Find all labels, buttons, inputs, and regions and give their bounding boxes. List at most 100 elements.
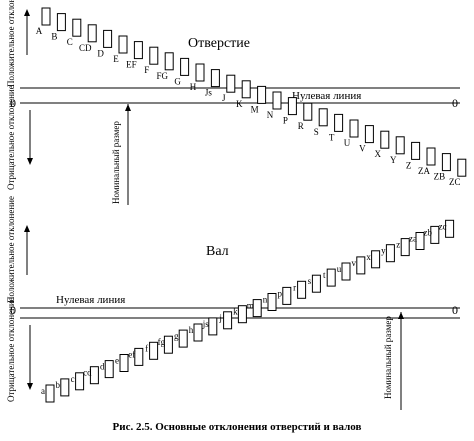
shaft-label-r: r bbox=[293, 282, 296, 292]
shaft-label-z: z bbox=[396, 240, 400, 250]
hole-label-zb: ZB bbox=[434, 172, 446, 182]
shafts-zero-right: 0 bbox=[452, 303, 458, 317]
shaft-bar-fg bbox=[163, 335, 173, 354]
hole-bar-zc bbox=[457, 158, 467, 177]
hole-bar-y bbox=[395, 136, 405, 155]
shaft-label-f: f bbox=[145, 343, 148, 353]
shaft-label-c: c bbox=[71, 374, 75, 384]
shaft-bar-ef bbox=[134, 347, 144, 366]
holes-panel: 0 0 Отверстие Нулевая линия Положительно… bbox=[6, 0, 467, 205]
shaft-bar-cd bbox=[89, 366, 99, 385]
hole-label-t: T bbox=[329, 132, 335, 142]
shaft-bar-p bbox=[282, 286, 292, 305]
hole-bar-c bbox=[72, 18, 82, 37]
hole-bar-f bbox=[149, 46, 159, 65]
shaft-label-cd: cd bbox=[83, 368, 92, 378]
holes-zero-left: 0 bbox=[10, 96, 16, 110]
hole-label-n: N bbox=[267, 110, 274, 120]
shaft-label-zb: zb bbox=[424, 227, 433, 237]
shafts-title: Вал bbox=[206, 244, 229, 259]
shaft-label-s: s bbox=[308, 276, 312, 286]
holes-nominal-arrowhead bbox=[125, 104, 131, 111]
shaft-label-js: js bbox=[202, 319, 210, 329]
hole-bar-m bbox=[257, 85, 267, 104]
shaft-label-a: a bbox=[41, 386, 45, 396]
hole-bar-js bbox=[210, 69, 220, 88]
shaft-bar-e bbox=[119, 354, 129, 372]
holes-negative-arrowhead bbox=[27, 158, 33, 165]
shaft-label-fg: fg bbox=[158, 337, 166, 347]
hole-bar-ef bbox=[133, 41, 143, 60]
shaft-bar-y bbox=[385, 244, 395, 263]
shafts-panel: 0 0 Вал Нулевая линия Положительное откл… bbox=[6, 196, 460, 410]
shaft-label-h: h bbox=[189, 325, 194, 335]
hole-label-x: X bbox=[375, 149, 382, 159]
hole-label-js: Js bbox=[205, 88, 213, 98]
shaft-bar-a bbox=[45, 384, 55, 403]
hole-label-fg: FG bbox=[156, 71, 168, 81]
holes-positive-label: Положительное отклонение bbox=[6, 0, 16, 87]
hole-label-a: A bbox=[36, 26, 43, 36]
shafts-negative-arrowhead bbox=[27, 383, 33, 390]
shaft-bar-s bbox=[311, 274, 321, 293]
shaft-label-d: d bbox=[100, 362, 105, 372]
hole-label-cd: CD bbox=[79, 43, 92, 53]
shaft-label-u: u bbox=[337, 264, 342, 274]
shaft-bar-g bbox=[178, 329, 188, 348]
hole-bar-fg bbox=[164, 52, 174, 71]
shaft-bar-x bbox=[371, 250, 381, 269]
hole-label-za: ZA bbox=[418, 166, 430, 176]
hole-bar-k bbox=[241, 80, 251, 99]
holes-positive-arrowhead bbox=[24, 9, 30, 16]
shafts-zero-left: 0 bbox=[10, 303, 16, 317]
shaft-label-zc: zc bbox=[439, 221, 447, 231]
shaft-bar-v bbox=[356, 256, 366, 275]
hole-label-b: B bbox=[51, 32, 57, 42]
shaft-bar-b bbox=[60, 378, 70, 397]
hole-bar-n bbox=[272, 91, 282, 110]
hole-bar-b bbox=[56, 13, 66, 32]
hole-bar-t bbox=[334, 113, 344, 132]
shaft-label-m: m bbox=[247, 301, 254, 311]
hole-bar-r bbox=[303, 102, 313, 121]
hole-label-j: J bbox=[222, 93, 226, 103]
shaft-bar-js bbox=[208, 317, 218, 336]
holes-negative-label: Отрицательное отклонение bbox=[6, 85, 16, 190]
shaft-label-p: p bbox=[278, 288, 283, 298]
figure-caption: Рис. 2.5. Основные отклонения отверстий … bbox=[112, 421, 362, 433]
hole-label-d: D bbox=[97, 48, 104, 58]
hole-bar-cd bbox=[87, 24, 97, 43]
holes-zero-line-label: Нулевая линия bbox=[292, 90, 361, 102]
shaft-label-t: t bbox=[323, 270, 326, 280]
hole-label-u: U bbox=[344, 138, 351, 148]
hole-label-k: K bbox=[236, 99, 243, 109]
shaft-bar-k bbox=[237, 305, 247, 324]
shaft-label-v: v bbox=[352, 258, 357, 268]
shaft-bar-za bbox=[415, 232, 425, 250]
shaft-bar-j bbox=[223, 311, 233, 330]
hole-bar-d bbox=[103, 29, 113, 48]
shafts-positive-label: Положительное отклонение bbox=[6, 196, 16, 303]
shaft-bar-r bbox=[297, 280, 307, 299]
shaft-label-y: y bbox=[381, 246, 386, 256]
hole-label-z: Z bbox=[406, 160, 412, 170]
hole-label-c: C bbox=[67, 37, 73, 47]
shaft-bar-u bbox=[341, 262, 351, 281]
shafts-nominal-label: Номинальный размер bbox=[383, 316, 393, 399]
hole-label-v: V bbox=[359, 144, 366, 154]
shafts-zero-line-label: Нулевая линия bbox=[56, 294, 125, 306]
hole-bar-j bbox=[226, 74, 236, 93]
shaft-label-j: j bbox=[218, 313, 222, 323]
holes-zero-right: 0 bbox=[452, 96, 458, 110]
shaft-label-g: g bbox=[174, 331, 179, 341]
hole-bar-p bbox=[287, 97, 297, 116]
shaft-bar-d bbox=[104, 360, 114, 379]
shaft-bar-c bbox=[75, 372, 85, 391]
shaft-bar-h bbox=[193, 323, 203, 342]
hole-label-r: R bbox=[298, 121, 304, 131]
shaft-label-ef: ef bbox=[128, 349, 135, 359]
hole-label-p: P bbox=[283, 116, 288, 126]
